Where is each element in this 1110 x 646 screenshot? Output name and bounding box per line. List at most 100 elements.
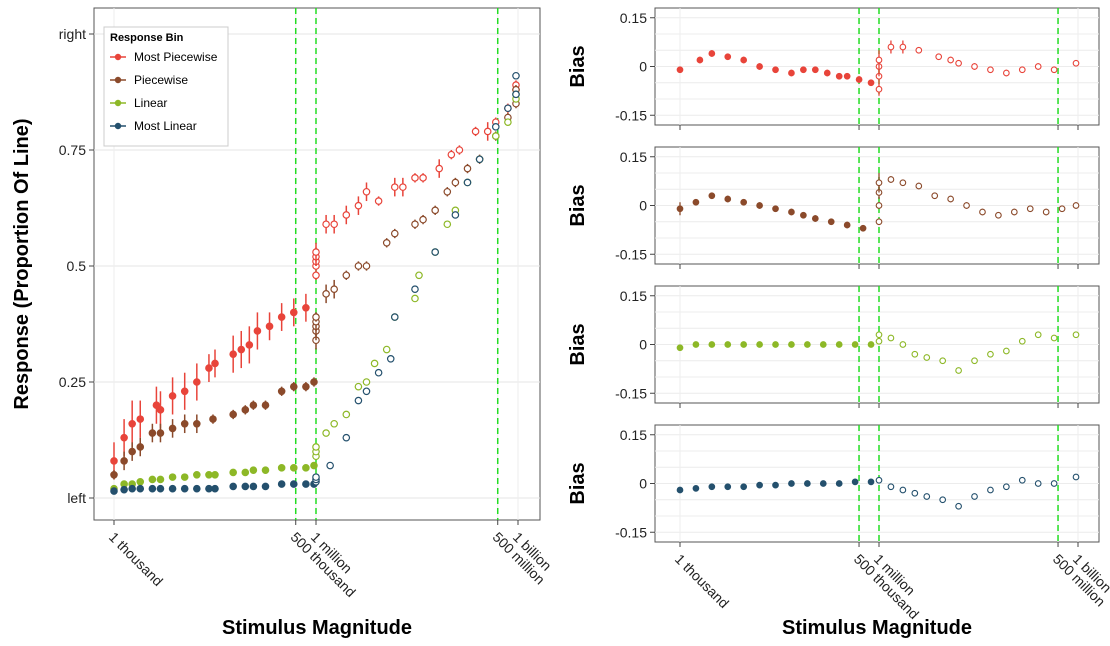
data-point (443, 187, 452, 196)
data-point (261, 482, 270, 491)
data-point (354, 262, 363, 270)
data-point (362, 387, 371, 396)
bias-data-point (931, 192, 939, 200)
data-point (128, 447, 136, 456)
data-point (362, 378, 371, 386)
data-point (354, 382, 363, 391)
bias-data-point (867, 478, 875, 486)
bias-data-point (955, 59, 962, 67)
data-point (180, 484, 189, 493)
bias-data-point (987, 66, 994, 74)
main-x-axis-title: Stimulus Magnitude (222, 617, 412, 639)
bias-data-point (887, 176, 895, 183)
data-point (475, 155, 484, 164)
main-y-tick-label: 0.25 (59, 374, 86, 390)
data-point (431, 248, 439, 256)
data-point (354, 396, 363, 405)
legend-entry: Most Linear (134, 119, 197, 133)
bias-data-point (843, 221, 851, 229)
bias-data-point (740, 483, 748, 491)
bias-data-point (1072, 59, 1080, 67)
data-point (209, 415, 217, 423)
bias-data-point (756, 481, 763, 489)
data-point (302, 464, 310, 472)
bias-data-point (1072, 202, 1080, 209)
data-point (120, 433, 128, 442)
bias-data-point (875, 218, 883, 226)
bias-data-point (887, 483, 895, 491)
bias-data-point (859, 224, 867, 232)
main-y-tick-label: 0.75 (59, 142, 86, 158)
bias-data-point (1034, 480, 1042, 487)
bias-piecewise: 0.15 0 -0.15 Bias (567, 146, 1100, 269)
bias-x-axis-title: Stimulus Magnitude (782, 617, 972, 639)
data-point (211, 359, 219, 368)
legend-items: Most Piecewise Piecewise Linear Most Linear (110, 50, 218, 133)
bias-y-tick-label: -0.15 (615, 246, 647, 262)
bias-y-tick-label: 0 (639, 59, 647, 75)
data-point (180, 387, 189, 396)
data-point (512, 71, 520, 80)
data-point (110, 487, 118, 495)
bias-data-point (804, 480, 811, 487)
bias-y-tick-label: 0.15 (620, 149, 647, 165)
data-point (491, 123, 500, 131)
data-point (249, 466, 258, 474)
bias-data-point (911, 350, 919, 358)
bias-data-point (811, 66, 819, 74)
bias-data-point (1050, 66, 1058, 74)
data-point (382, 345, 391, 354)
bias-data-point (724, 195, 732, 203)
bias-data-point (867, 341, 875, 348)
data-point (411, 174, 419, 182)
bias-data-point (923, 493, 931, 500)
data-point (399, 183, 407, 191)
data-point (148, 475, 157, 484)
data-point (354, 201, 363, 210)
bias-data-point (835, 341, 843, 348)
data-point (435, 164, 444, 173)
data-point (362, 187, 371, 196)
data-point (382, 239, 391, 247)
data-point (168, 484, 177, 493)
data-point (265, 322, 274, 331)
data-point (419, 174, 427, 182)
bias-y-tick-label: -0.15 (615, 107, 647, 123)
main-y-tick-label: left (67, 490, 86, 506)
data-point (205, 470, 213, 479)
data-point (342, 271, 351, 280)
bias-data-point (855, 76, 863, 83)
data-point (289, 382, 298, 391)
data-point (241, 406, 250, 414)
data-point (168, 424, 177, 433)
main-y-tick-label: right (59, 26, 86, 42)
bias-linear: 0.15 0 -0.15 Bias (567, 285, 1100, 408)
bias-data-point (971, 493, 978, 500)
bias-data-point (708, 192, 716, 200)
bias-data-point (772, 341, 779, 348)
bias-data-point (756, 341, 763, 348)
data-point (205, 364, 213, 372)
data-point (312, 473, 320, 481)
data-point (451, 178, 460, 187)
bias-data-point (1050, 334, 1058, 342)
data-point (342, 211, 351, 219)
data-point (229, 410, 237, 419)
bias-data-point (692, 198, 700, 206)
data-point (322, 429, 330, 437)
data-point (168, 473, 177, 481)
bias-data-point (923, 354, 931, 361)
bias-data-point (915, 182, 923, 190)
data-point (390, 313, 399, 321)
data-point (241, 482, 250, 491)
bias-data-point (1018, 66, 1026, 74)
data-point (168, 392, 177, 400)
data-point (512, 90, 520, 99)
legend-swatch-dot (114, 53, 122, 61)
bias-data-point (1018, 476, 1026, 484)
data-point (229, 482, 237, 491)
data-point (330, 419, 338, 428)
data-point (211, 470, 219, 479)
bias-y-tick-label: 0 (639, 198, 647, 214)
